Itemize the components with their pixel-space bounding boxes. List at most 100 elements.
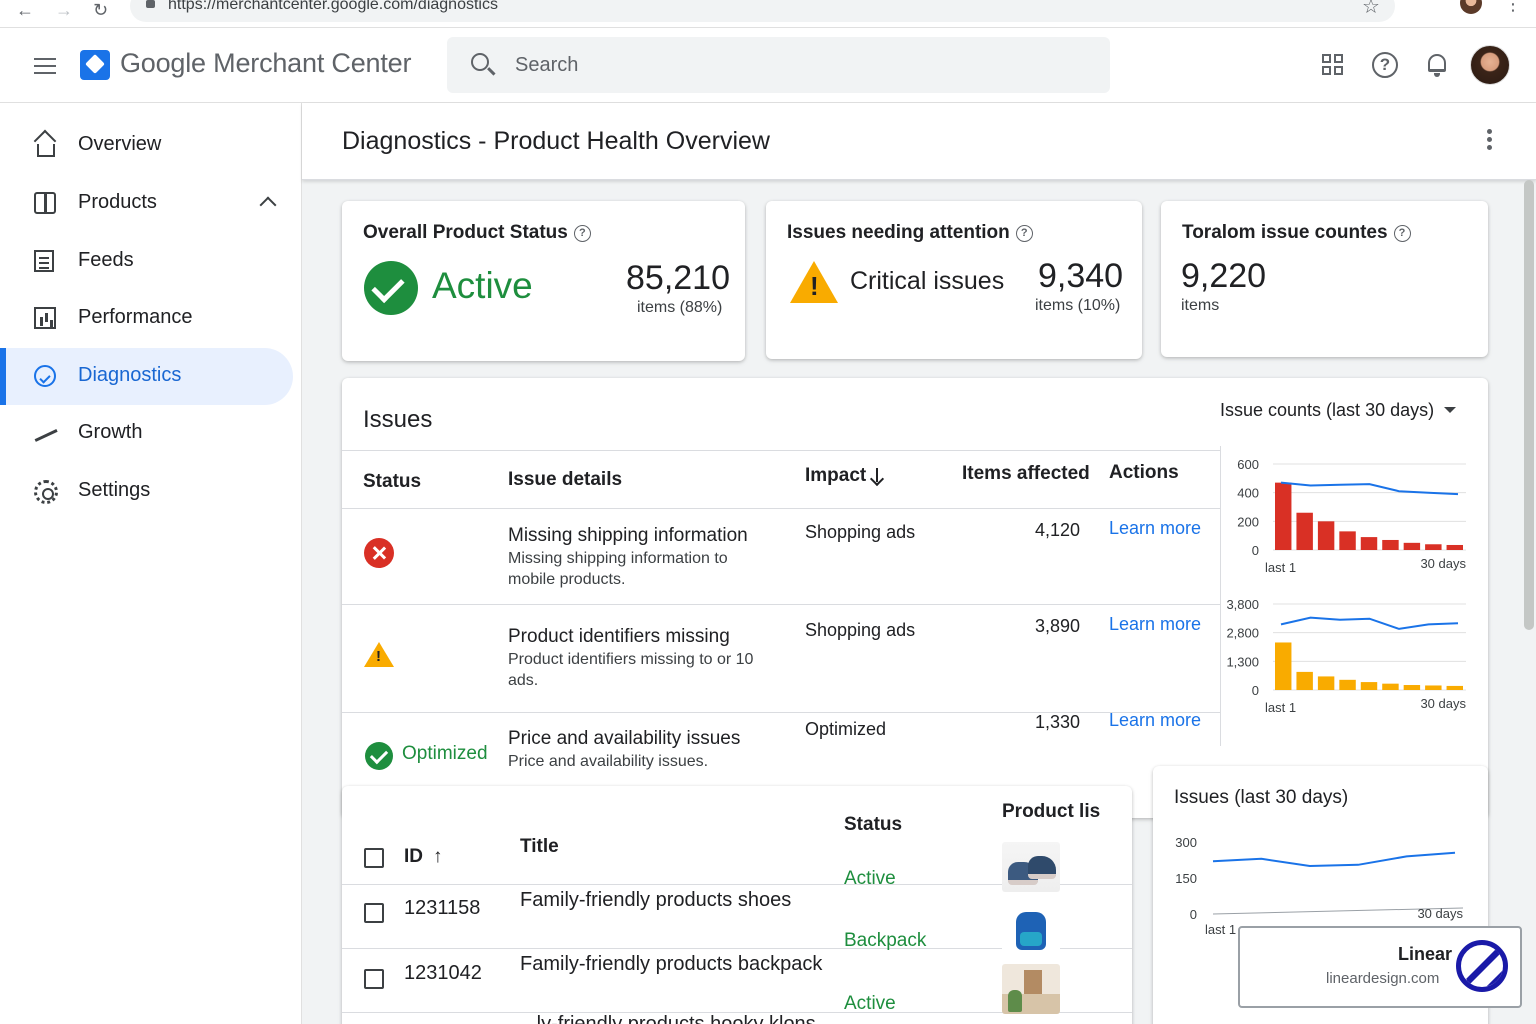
shoes-image[interactable]: [1002, 842, 1060, 892]
lock-icon: [146, 0, 155, 8]
issues-card: Issues Issue counts (last 30 days) Statu…: [342, 378, 1488, 818]
x-start-label: last 1: [1265, 700, 1296, 715]
help-circle-icon[interactable]: ?: [1393, 225, 1411, 242]
app-name: Google Merchant Center: [120, 48, 412, 78]
arrow-left-icon[interactable]: ←: [16, 0, 34, 20]
sidebar-item-products[interactable]: Products: [0, 175, 293, 232]
y-tick-label: 1,300: [1226, 654, 1259, 669]
card-title: Toralom issue countes?: [1182, 222, 1411, 244]
issue-trend-charts: 600 400 200 0 last 1 30 days 3,800 2,800 1,300 0 l…: [1220, 446, 1488, 746]
col-items-affected: Items affected: [962, 463, 1090, 484]
check-circle-icon: [365, 742, 393, 770]
bar: [1339, 679, 1356, 690]
scrollbar[interactable]: [1524, 180, 1534, 630]
row-checkbox[interactable]: [364, 969, 384, 989]
product-title[interactable]: Family-friendly products shoes: [520, 889, 792, 911]
bar: [1446, 544, 1463, 550]
bell-icon[interactable]: [1424, 52, 1450, 78]
url-text[interactable]: https://merchantcenter.google.com/diagno…: [168, 0, 498, 13]
browser-profile-avatar[interactable]: [1460, 0, 1482, 14]
bar: [1360, 537, 1378, 550]
sidebar-item-overview[interactable]: Overview: [0, 117, 293, 174]
arrow-right-icon[interactable]: →: [55, 0, 73, 20]
feed-icon: [34, 250, 54, 272]
search-input[interactable]: [515, 51, 1075, 79]
divider: [342, 508, 1220, 509]
critical-sub: items (10%): [1035, 297, 1121, 314]
product-title[interactable]: Family-friendly products backpack: [520, 953, 823, 975]
col-id[interactable]: ID ↑: [404, 846, 443, 868]
star-icon[interactable]: ☆: [1362, 0, 1380, 18]
learn-more-link[interactable]: Learn more: [1109, 518, 1202, 538]
critical-label: Critical issues: [850, 267, 1005, 295]
x-end-label: 30 days: [1420, 556, 1466, 571]
sidebar-item-settings[interactable]: Settings: [0, 463, 293, 520]
active-sub: items (88%): [637, 299, 723, 316]
product-title[interactable]: ...ly-friendly products hooky klons: [520, 1013, 816, 1024]
issue-impact: Shopping ads: [805, 620, 916, 640]
product-status: Backpack: [844, 930, 927, 951]
x-end-label: 30 days: [1420, 696, 1466, 711]
menu-icon[interactable]: [34, 58, 56, 74]
help-circle-icon[interactable]: ?: [1015, 225, 1033, 242]
series-line: [1280, 616, 1459, 630]
sidebar-item-growth[interactable]: Growth: [0, 405, 293, 462]
sidebar-item-diagnostics[interactable]: Diagnostics: [0, 348, 293, 405]
sidebar-item-feeds[interactable]: Feeds: [0, 233, 293, 290]
learn-more-link[interactable]: Learn more: [1109, 614, 1202, 634]
bar-chart-icon: [34, 307, 56, 329]
issue-items: 3,890: [1035, 616, 1081, 636]
issue-desc: Price and availability issues.: [508, 753, 709, 770]
bar: [1339, 531, 1356, 550]
card-title: Overall Product Status?: [363, 222, 591, 244]
backpack-image[interactable]: [1002, 904, 1060, 954]
browser-menu-icon[interactable]: ⋮: [1504, 0, 1522, 14]
learn-more-link[interactable]: Learn more: [1109, 710, 1202, 730]
bar: [1360, 682, 1378, 690]
more-options-icon[interactable]: [1487, 129, 1493, 153]
issue-items: 4,120: [1035, 520, 1081, 540]
card-title-text: Overall Product Status: [363, 222, 568, 243]
y-tick-label: 300: [1175, 835, 1197, 850]
product-id: 1231042: [404, 962, 482, 984]
page-title-prefix: Diagnostics -: [342, 127, 494, 155]
watermark-url: lineardesign.com: [1326, 970, 1440, 987]
divider: [342, 450, 1220, 451]
col-impact[interactable]: Impact: [805, 465, 879, 487]
issues-title: Issues: [363, 406, 433, 433]
diagnostics-icon: [34, 365, 56, 387]
col-title: Title: [520, 836, 559, 857]
attention-card: Issues needing attention? Critical issue…: [766, 201, 1142, 359]
total-issues-card: Toralom issue countes? 9,220 items: [1161, 201, 1488, 357]
apps-grid-icon[interactable]: [1320, 52, 1346, 78]
help-icon[interactable]: ?: [1372, 52, 1398, 78]
bar: [1296, 512, 1313, 550]
caret-down-icon: [1444, 407, 1457, 413]
row-checkbox[interactable]: [364, 903, 384, 923]
card-title-text: Toralom issue countes: [1182, 222, 1388, 243]
x-end-label: 30 days: [1417, 906, 1463, 921]
product-id: 1231158: [404, 897, 481, 919]
divider: [342, 604, 1220, 605]
chevron-up-icon[interactable]: [259, 196, 277, 214]
search-box[interactable]: [447, 37, 1110, 93]
divider: [342, 1012, 1132, 1013]
box-icon: [34, 192, 56, 214]
sidebar-item-performance[interactable]: Performance: [0, 290, 293, 347]
col-impact-label: Impact: [805, 465, 867, 486]
avatar[interactable]: [1470, 45, 1510, 85]
address-bar[interactable]: [130, 0, 1395, 22]
total-count: 9,220: [1181, 257, 1267, 295]
help-circle-icon[interactable]: ?: [573, 225, 591, 242]
select-all-checkbox[interactable]: [364, 848, 384, 868]
issue-counts-dropdown[interactable]: Issue counts (last 30 days): [1220, 400, 1457, 421]
bar: [1275, 642, 1292, 690]
reload-icon[interactable]: ↻: [93, 0, 109, 20]
error-icon: [364, 538, 394, 568]
y-tick-label: 0: [1190, 907, 1197, 922]
search-icon: [471, 53, 489, 71]
living-room-image[interactable]: [1002, 964, 1060, 1014]
bar: [1275, 482, 1292, 550]
app-header: Google Merchant Center ?: [0, 28, 1536, 103]
sidebar-item-label: Overview: [78, 133, 162, 155]
